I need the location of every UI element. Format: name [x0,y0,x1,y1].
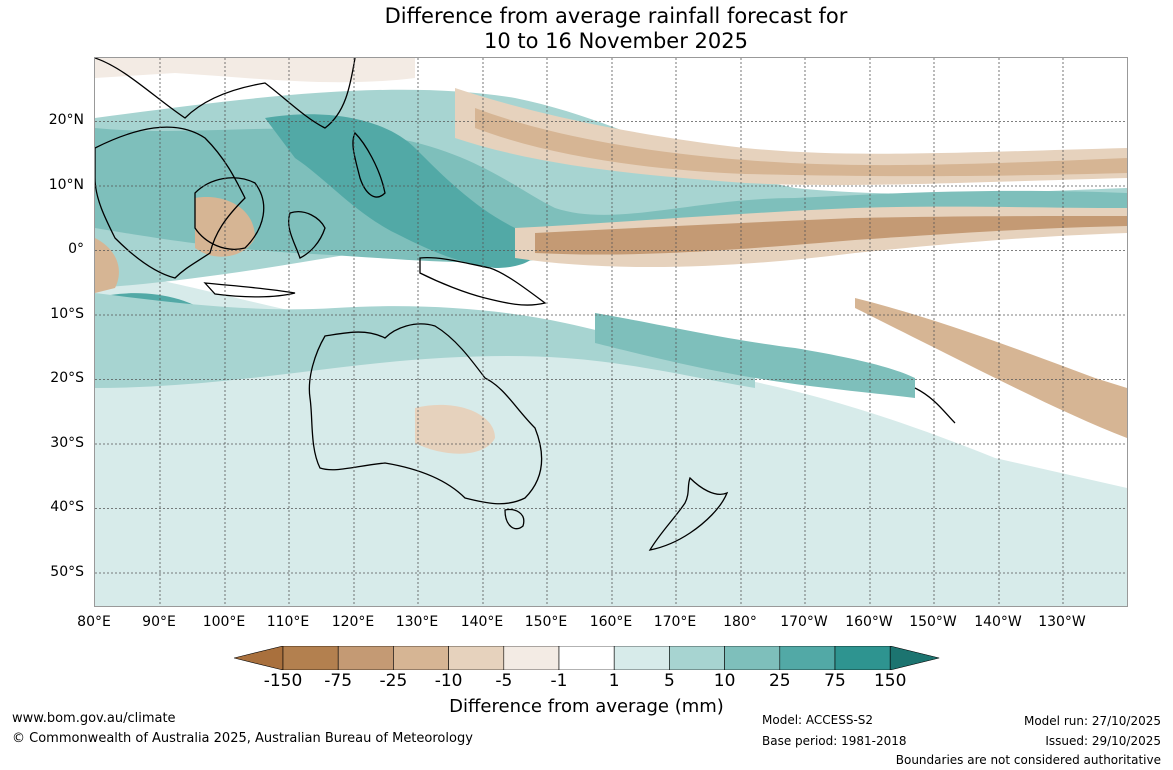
color-bar-swatch [724,646,781,670]
color-bar-tick-label: 25 [768,671,791,691]
title-line-1: Difference from average rainfall forecas… [384,4,848,28]
color-bar-tick-label: 75 [824,671,846,691]
graticule [95,58,1127,606]
dry-tasman [415,404,495,454]
title-line-2: 10 to 16 November 2025 [484,29,748,53]
color-bar-extension-low [234,646,284,670]
dry-asia-north [95,58,415,83]
lon-label-160w: 160°W [845,614,893,630]
lat-label-20n: 20°N [48,112,84,128]
australia-coastline [308,323,543,505]
lon-label-140e: 140°E [460,614,504,630]
lat-label-10n: 10°N [48,177,84,193]
color-bar-tick-label: -75 [324,671,353,691]
lon-label-100e: 100°E [202,614,246,630]
footer-disclaimer: Boundaries are not considered authoritat… [895,753,1161,767]
color-bar-tick-label: 1 [608,671,620,691]
map-title: Difference from average rainfall forecas… [0,4,1173,54]
wet-spcz-light [95,293,755,388]
lon-label-110e: 110°E [266,614,310,630]
lon-label-160e: 160°E [589,614,633,630]
lon-label-80e: 80°E [77,614,111,630]
french-polynesia-coastline [914,387,956,424]
map-svg [95,58,1127,606]
lon-label-90e: 90°E [142,614,176,630]
anomaly-fields [95,58,1127,606]
footer-copyright: © Commonwealth of Australia 2025, Austra… [12,731,473,746]
color-bar [234,646,940,670]
color-bar-extension-high [889,646,940,670]
lon-label-130w: 130°W [1038,614,1086,630]
color-bar-swatch [779,646,836,670]
lat-label-0: 0° [68,241,84,257]
lon-label-140w: 140°W [974,614,1022,630]
rainfall-map [94,57,1128,607]
color-bar-swatch [503,646,560,670]
asia-coastline [95,58,356,129]
color-bar-title: Difference from average (mm) [449,696,724,717]
java-coastline [203,282,296,298]
footer-base-period: Base period: 1981-2018 [762,734,907,748]
color-bar-swatch [393,646,449,670]
color-bar-tick-label: -25 [379,671,408,691]
wet-spcz [595,313,915,398]
footer-model: Model: ACCESS-S2 [762,713,874,727]
tasmania-coastline [504,508,525,530]
dry-north-band [475,108,1127,177]
lat-label-50s: 50°S [50,564,84,580]
lon-label-150e: 150°E [524,614,568,630]
dry-southeast-pacific [855,298,1127,438]
sumatra-malaysia-coastline [95,126,246,279]
lat-label-40s: 40°S [50,499,84,515]
new-zealand-coastline [648,476,729,551]
color-bar-tick-label: -1 [550,671,568,691]
color-bar-tick-label: 150 [873,671,907,691]
color-bar-swatches [234,646,940,670]
philippines-coastline [352,131,386,198]
dry-west-edge [95,238,119,293]
color-bar-swatch [613,646,670,670]
coastlines [95,58,956,551]
sulawesi-coastline [288,211,326,259]
lon-label-120e: 120°E [331,614,375,630]
lon-label-150w: 150°W [909,614,957,630]
color-bar-tick-label: -10 [434,671,463,691]
lat-label-20s: 20°S [50,370,84,386]
lon-label-180: 180° [723,614,757,630]
footer-issued: Issued: 29/10/2025 [1045,734,1161,748]
new-guinea-coastline [419,257,547,306]
lon-label-130e: 130°E [395,614,439,630]
color-bar-swatch [448,646,505,670]
footer-model-run: Model run: 27/10/2025 [1023,714,1161,728]
color-bar-swatch [558,646,615,670]
color-bar-swatch [834,646,891,670]
color-bar-swatch [669,646,725,670]
lat-label-10s: 10°S [50,306,84,322]
lon-label-170w: 170°W [780,614,828,630]
color-bar-tick-label: -5 [495,671,513,691]
color-bar-tick-label: -150 [263,671,303,691]
dry-equatorial-core [535,216,1127,255]
lat-label-30s: 30°S [50,435,84,451]
lon-label-170e: 170°E [653,614,697,630]
color-bar-swatch [337,646,394,670]
color-bar-tick-label: 10 [713,671,736,691]
footer-url: www.bom.gov.au/climate [12,711,176,726]
wet-maritime-continent [265,114,537,268]
color-bar-tick-label: 5 [663,671,675,691]
color-bar-swatch [282,646,339,670]
